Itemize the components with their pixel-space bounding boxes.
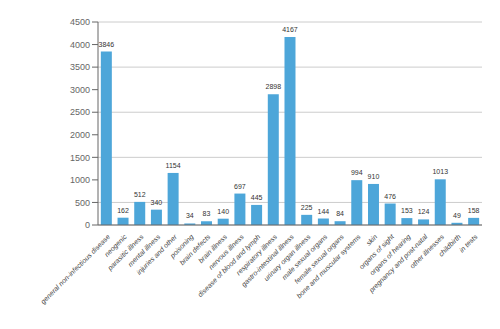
svg-text:34: 34 bbox=[186, 212, 194, 219]
svg-text:other illnesses: other illnesses bbox=[408, 233, 446, 270]
svg-text:158: 158 bbox=[468, 207, 480, 214]
svg-text:83: 83 bbox=[203, 210, 211, 217]
svg-text:4167: 4167 bbox=[282, 26, 298, 33]
svg-text:female sexual organs: female sexual organs bbox=[293, 233, 345, 285]
svg-text:153: 153 bbox=[401, 207, 413, 214]
svg-text:994: 994 bbox=[351, 169, 363, 176]
svg-text:476: 476 bbox=[384, 193, 396, 200]
svg-text:1154: 1154 bbox=[166, 162, 181, 169]
svg-text:parasitic illness: parasitic illness bbox=[106, 233, 145, 272]
svg-text:4000: 4000 bbox=[70, 40, 90, 50]
svg-text:49: 49 bbox=[453, 212, 461, 219]
svg-text:organs of hearing: organs of hearing bbox=[368, 233, 412, 277]
svg-text:162: 162 bbox=[117, 207, 129, 214]
svg-text:2500: 2500 bbox=[70, 107, 90, 117]
svg-text:male sexual organs: male sexual organs bbox=[280, 233, 329, 281]
svg-text:2898: 2898 bbox=[266, 83, 282, 90]
svg-text:225: 225 bbox=[301, 204, 313, 211]
svg-text:500: 500 bbox=[75, 198, 90, 208]
svg-text:injuries and other: injuries and other bbox=[135, 233, 179, 276]
svg-text:disease of blood and lymph: disease of blood and lymph bbox=[196, 233, 262, 299]
svg-text:gastro-intestinal illness: gastro-intestinal illness bbox=[239, 233, 295, 288]
svg-text:697: 697 bbox=[234, 183, 246, 190]
svg-text:nervous illness: nervous illness bbox=[207, 233, 245, 271]
svg-text:140: 140 bbox=[217, 208, 229, 215]
svg-text:144: 144 bbox=[318, 208, 330, 215]
svg-text:84: 84 bbox=[336, 210, 344, 217]
svg-text:in tests: in tests bbox=[458, 233, 479, 254]
svg-text:445: 445 bbox=[251, 194, 263, 201]
svg-text:340: 340 bbox=[151, 199, 163, 206]
svg-text:childbirth: childbirth bbox=[437, 233, 462, 258]
svg-text:organs of sight: organs of sight bbox=[357, 233, 396, 271]
svg-text:1500: 1500 bbox=[70, 153, 90, 163]
svg-text:poisoning: poisoning bbox=[168, 233, 195, 260]
svg-text:4500: 4500 bbox=[70, 17, 90, 27]
svg-text:brain illness: brain illness bbox=[197, 233, 229, 265]
svg-text:urinary organ illness: urinary organ illness bbox=[262, 233, 312, 283]
svg-text:skin: skin bbox=[365, 233, 379, 247]
svg-text:2000: 2000 bbox=[70, 130, 90, 140]
svg-text:1013: 1013 bbox=[432, 168, 448, 175]
svg-text:pregnancy and post-natal: pregnancy and post-natal bbox=[367, 233, 430, 296]
svg-text:general non-infectious disease: general non-infectious disease bbox=[39, 233, 112, 306]
svg-text:3000: 3000 bbox=[70, 85, 90, 95]
svg-text:3500: 3500 bbox=[70, 62, 90, 72]
svg-text:910: 910 bbox=[368, 173, 380, 180]
svg-text:respiratory illness: respiratory illness bbox=[234, 233, 279, 277]
svg-text:3846: 3846 bbox=[99, 41, 115, 48]
svg-text:bone and muscular systems: bone and muscular systems bbox=[295, 233, 363, 301]
svg-text:neogenic: neogenic bbox=[102, 233, 128, 258]
svg-text:512: 512 bbox=[134, 191, 146, 198]
svg-text:mental illness: mental illness bbox=[126, 233, 162, 268]
svg-text:brain defects: brain defects bbox=[178, 233, 212, 267]
svg-text:0: 0 bbox=[85, 220, 90, 230]
svg-text:124: 124 bbox=[418, 208, 430, 215]
svg-text:1000: 1000 bbox=[70, 175, 90, 185]
